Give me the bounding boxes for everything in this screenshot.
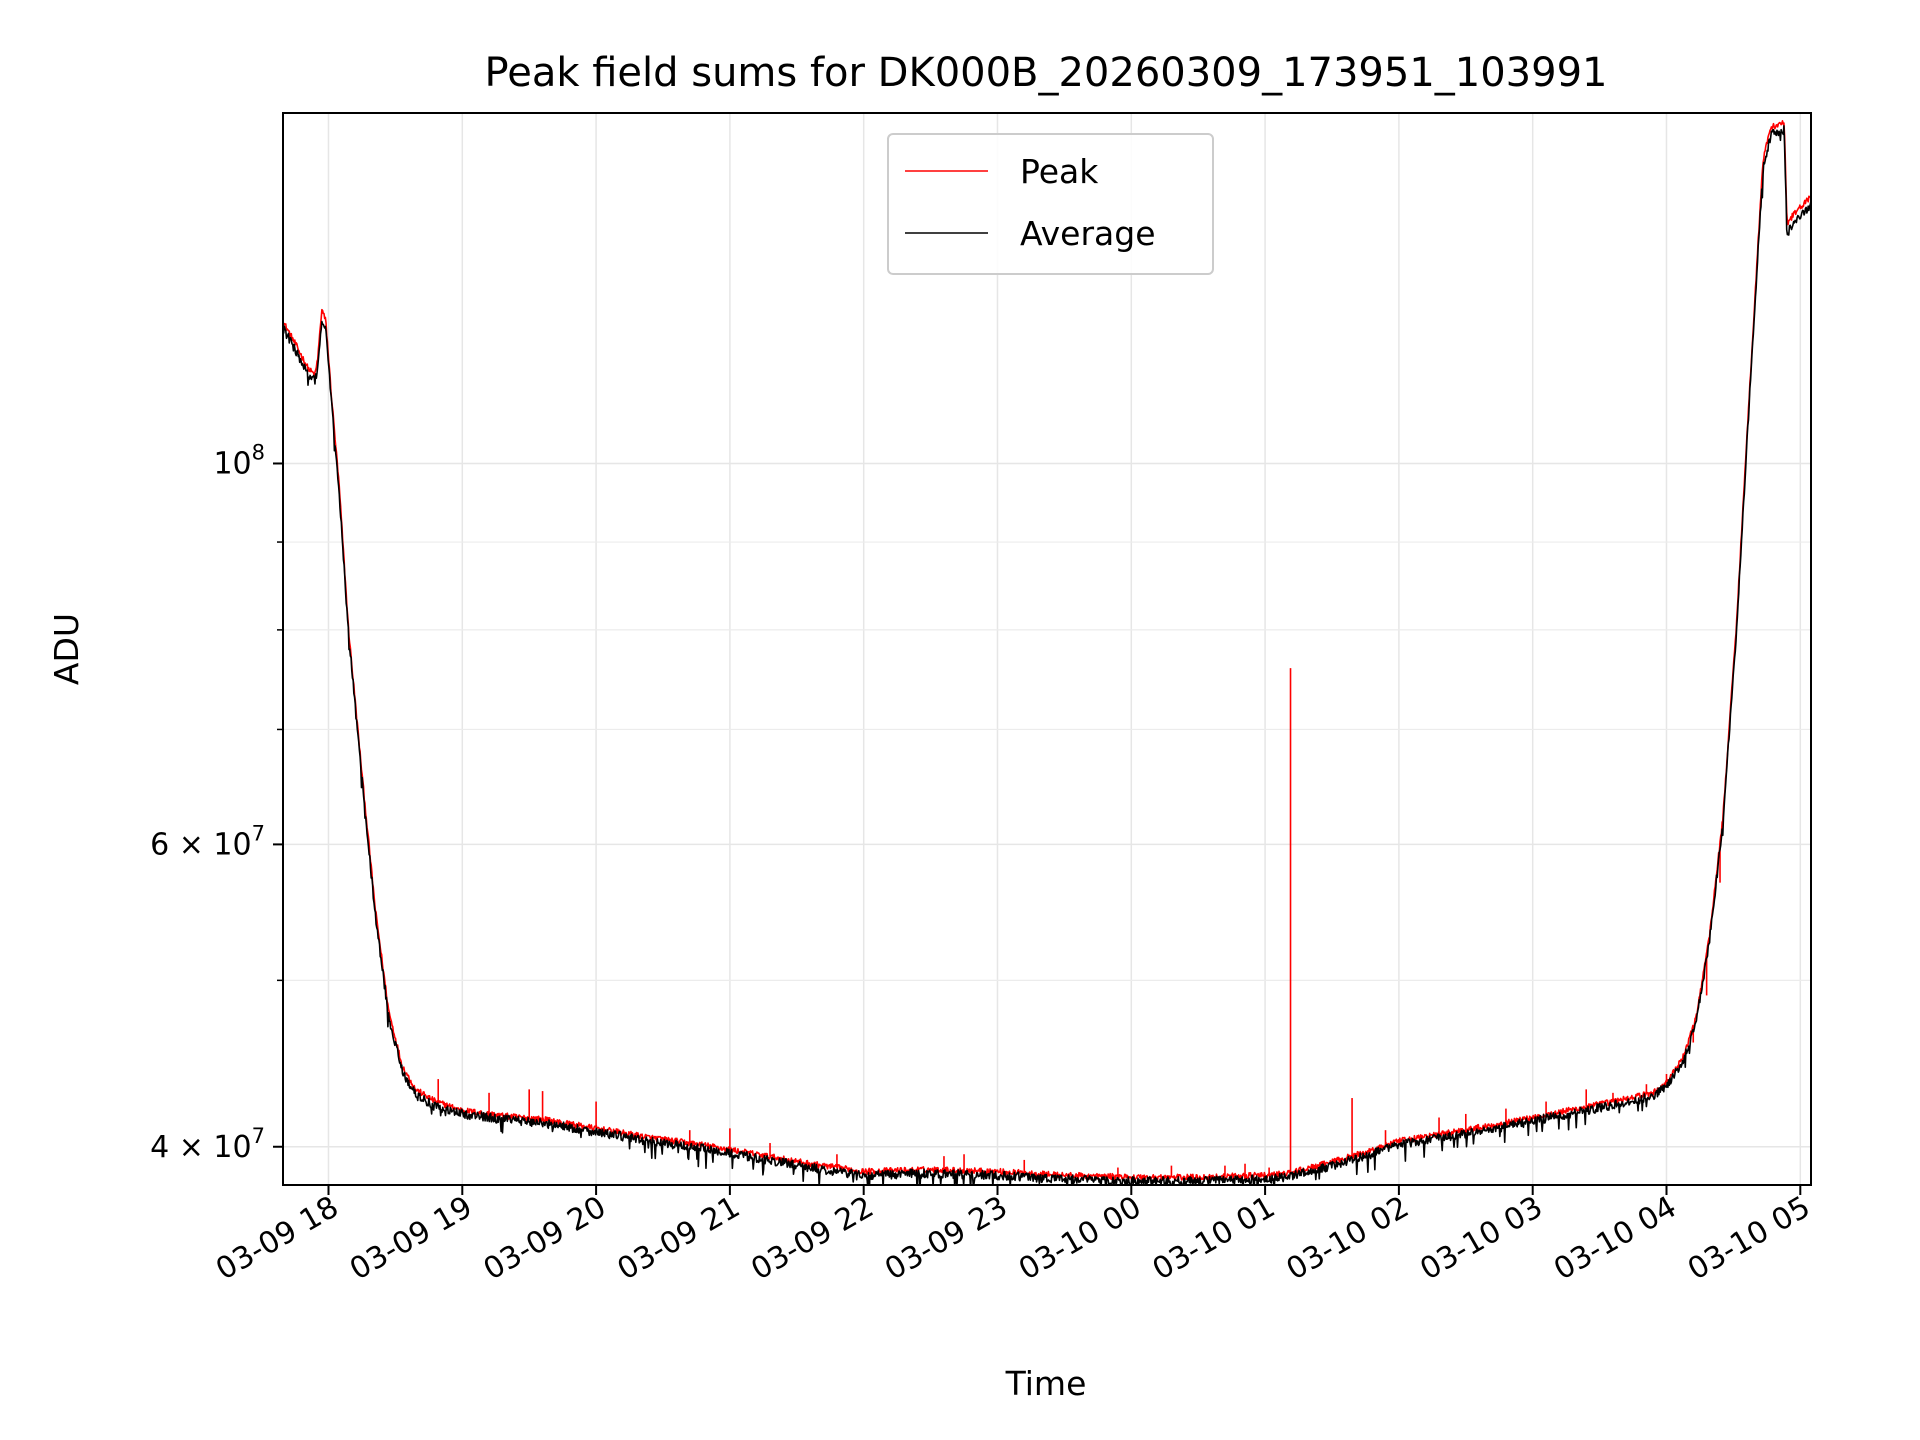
plot-frame	[282, 112, 1812, 1186]
legend-label-average: Average	[1020, 214, 1156, 253]
y-tick-mantissa: 4 × 10	[150, 1130, 251, 1165]
y-tick-label: 6 × 107	[150, 821, 265, 862]
legend-label-peak: Peak	[1020, 152, 1099, 191]
y-tick-label: 4 × 107	[150, 1124, 265, 1165]
y-tick-exponent: 7	[252, 1124, 265, 1148]
y-tick-mantissa: 10	[213, 446, 251, 481]
x-axis-label: Time	[1005, 1364, 1087, 1403]
legend-box	[887, 133, 1214, 275]
legend: Peak Average	[887, 133, 1214, 275]
series-line-average	[283, 125, 1811, 1185]
y-tick-exponent: 7	[252, 821, 265, 845]
y-tick-label: 108	[213, 440, 265, 481]
y-axis-label: ADU	[47, 613, 86, 685]
chart-title: Peak field sums for DK000B_20260309_1739…	[485, 50, 1608, 96]
y-tick-mantissa: 6 × 10	[150, 827, 251, 862]
grid-lines	[283, 113, 1811, 1185]
y-tick-exponent: 8	[252, 440, 265, 464]
series-layer	[283, 120, 1811, 1185]
